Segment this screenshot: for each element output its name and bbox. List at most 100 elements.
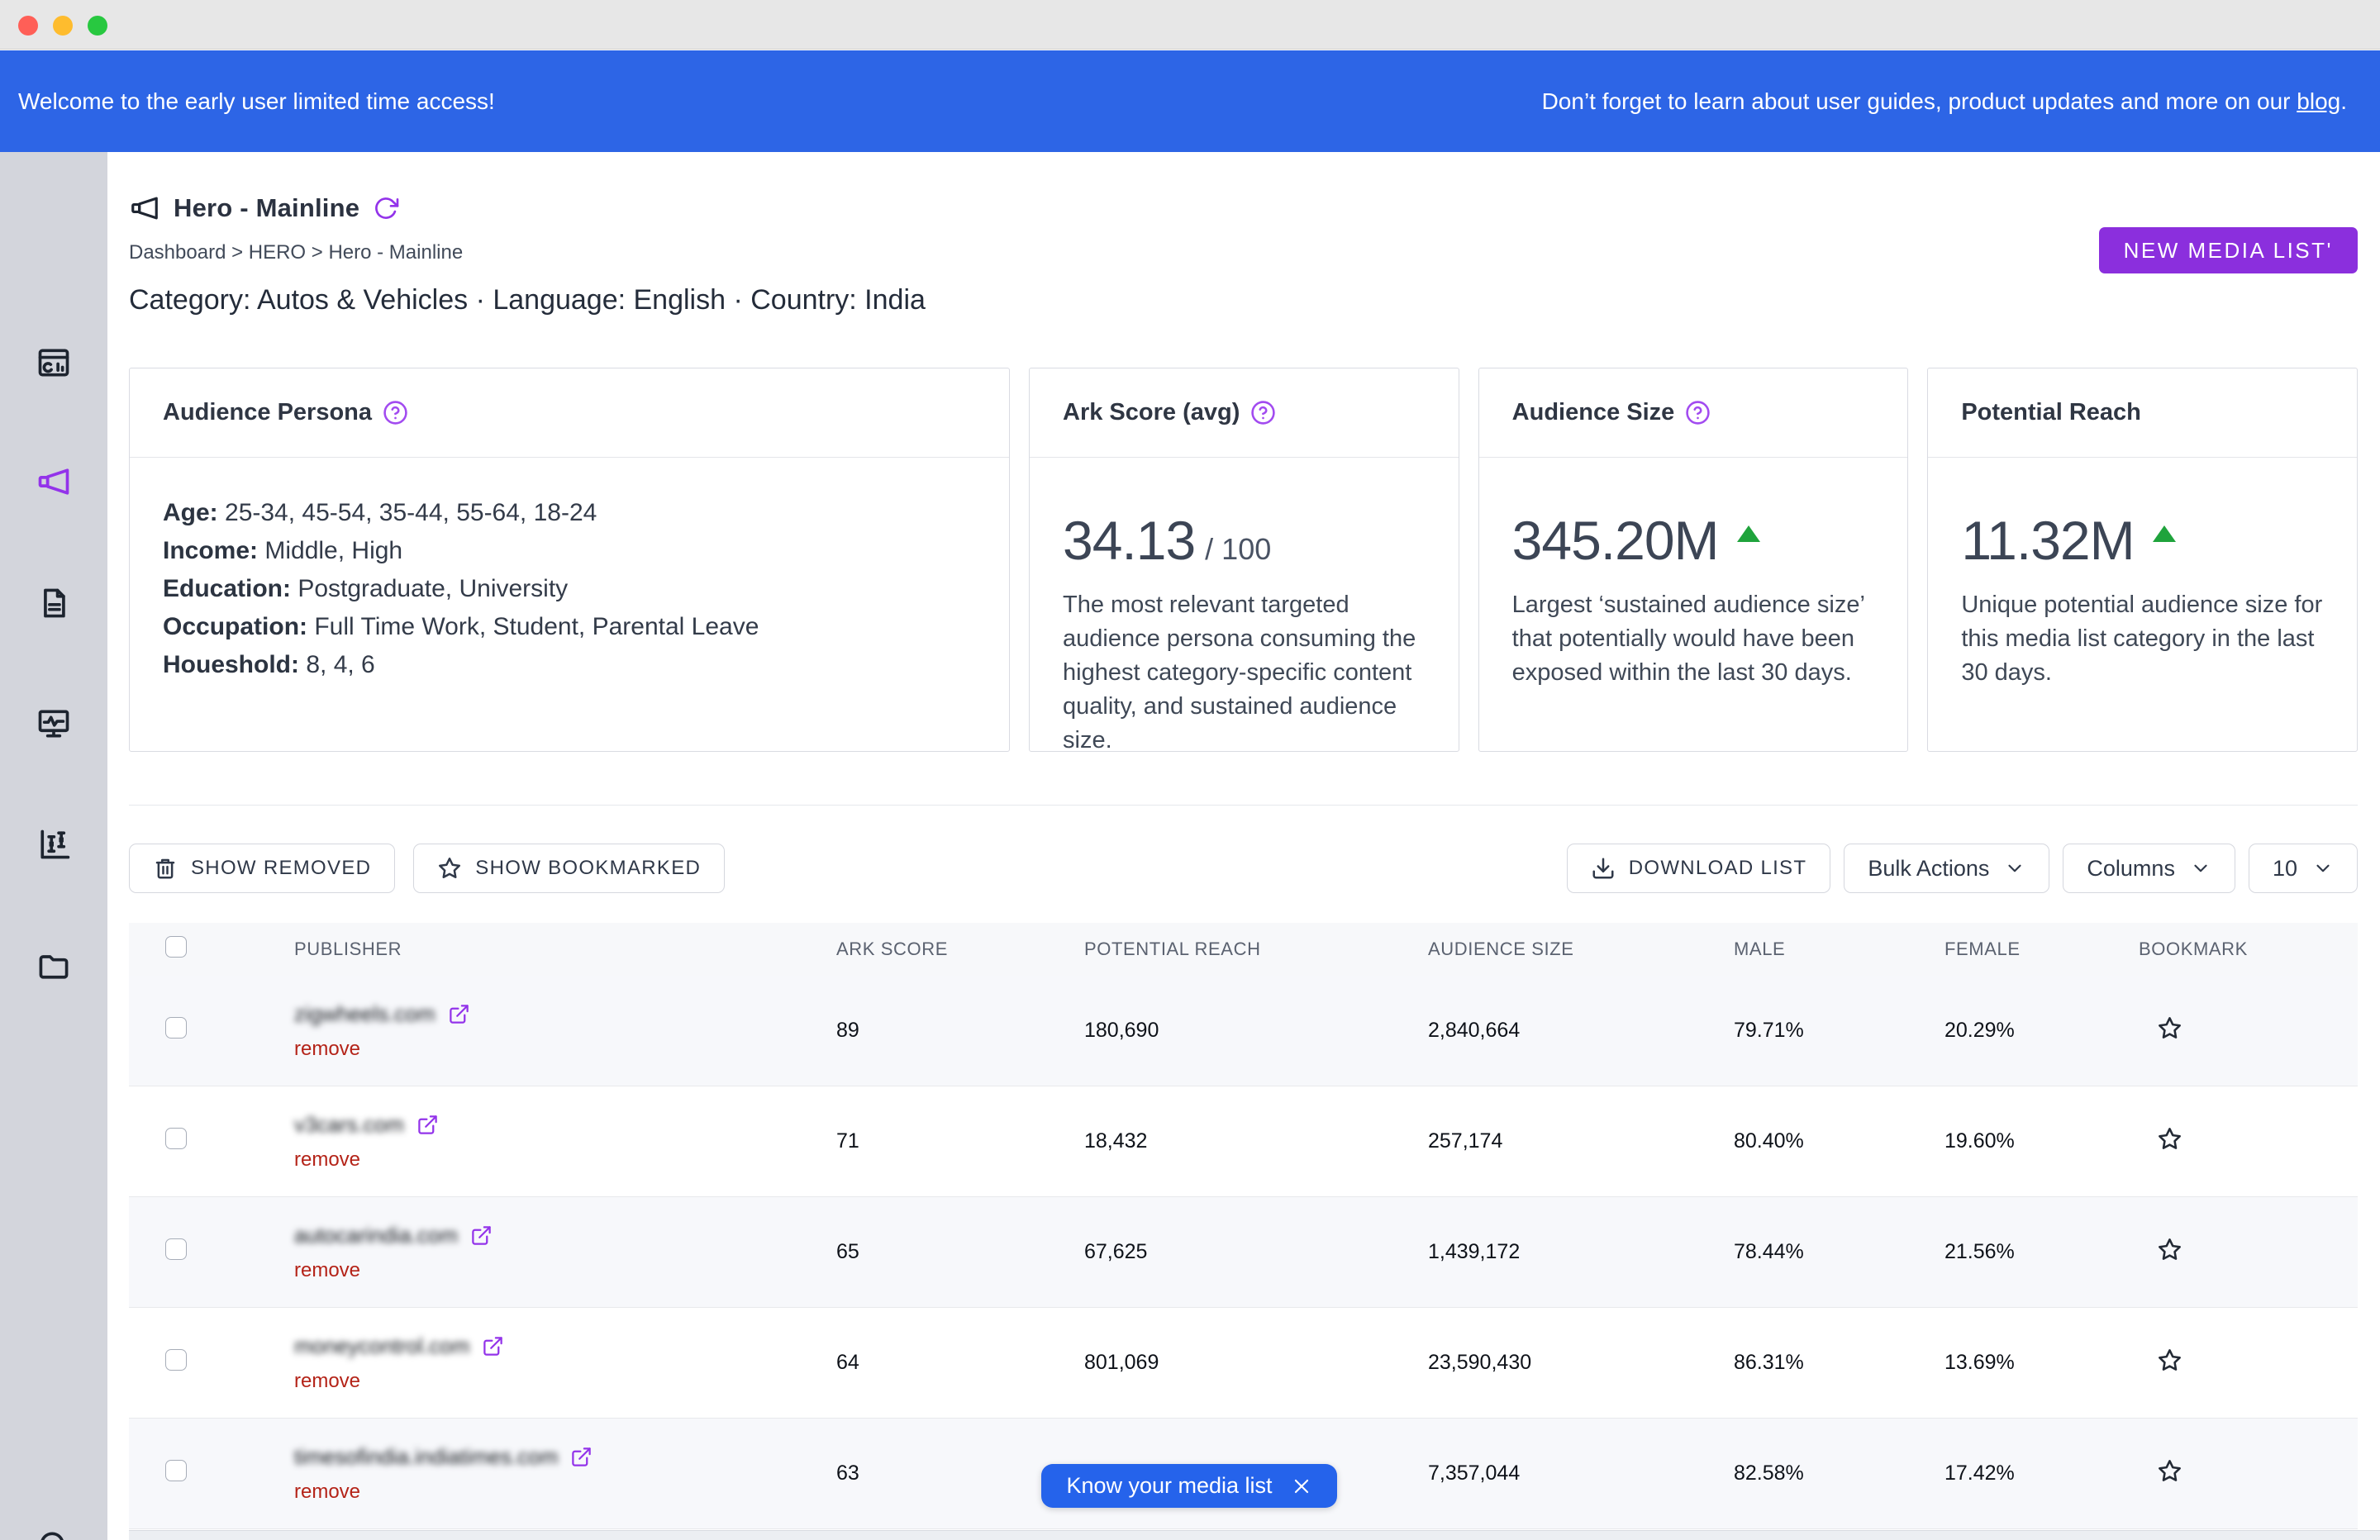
download-icon: [1591, 856, 1616, 881]
external-link-icon[interactable]: [448, 1003, 470, 1025]
page-size-label: 10: [2273, 856, 2297, 882]
remove-link[interactable]: remove: [294, 1038, 836, 1061]
minimize-window-button[interactable]: [53, 16, 73, 36]
table-header-row: PUBLISHER ARK SCORE POTENTIAL REACH AUDI…: [129, 923, 2358, 976]
blog-link[interactable]: blog: [2297, 88, 2340, 114]
ark-score-description: The most relevant targeted audience pers…: [1063, 588, 1426, 758]
publisher-name[interactable]: v3cars.com: [294, 1112, 404, 1138]
download-list-button[interactable]: DOWNLOAD LIST: [1567, 844, 1831, 893]
publisher-name[interactable]: autocarindia.com: [294, 1223, 458, 1248]
cell-potential-reach: 67,625: [1084, 1240, 1428, 1264]
potential-reach-value: 11.32M: [1961, 509, 2134, 572]
bookmark-star-icon[interactable]: [2157, 1348, 2182, 1373]
document-icon[interactable]: [36, 585, 72, 621]
row-checkbox[interactable]: [165, 1460, 187, 1481]
bookmark-star-icon[interactable]: [2157, 1126, 2182, 1152]
cell-male: 79.71%: [1734, 1019, 1944, 1043]
refresh-icon[interactable]: [373, 195, 399, 221]
persona-education: Education: Postgraduate, University: [163, 570, 976, 608]
col-potential-reach[interactable]: POTENTIAL REACH: [1084, 939, 1428, 960]
folder-icon[interactable]: [36, 948, 72, 984]
app-window: Welcome to the early user limited time a…: [0, 0, 2380, 1540]
col-bookmark[interactable]: BOOKMARK: [2139, 939, 2358, 960]
external-link-icon[interactable]: [470, 1224, 493, 1247]
help-icon[interactable]: [1685, 400, 1711, 425]
cell-female: 20.29%: [1944, 1019, 2139, 1043]
sidebar: [0, 152, 107, 1540]
publisher-name[interactable]: moneycontrol.com: [294, 1333, 469, 1359]
bookmark-star-icon[interactable]: [2157, 1458, 2182, 1484]
col-audience-size[interactable]: AUDIENCE SIZE: [1428, 939, 1734, 960]
dashboard-icon[interactable]: [36, 345, 72, 381]
persona-age-label: Age:: [163, 499, 218, 526]
publisher-name[interactable]: timesofindia.indiatimes.com: [294, 1444, 558, 1470]
close-window-button[interactable]: [18, 16, 38, 36]
cell-female: 19.60%: [1944, 1129, 2139, 1153]
help-icon[interactable]: [1250, 400, 1276, 425]
search-icon[interactable]: [36, 1528, 72, 1540]
macos-titlebar: [0, 0, 2380, 50]
cell-audience-size: 23,590,430: [1428, 1351, 1734, 1375]
col-publisher[interactable]: PUBLISHER: [294, 939, 836, 960]
card-title: Potential Reach: [1961, 399, 2141, 426]
external-link-icon[interactable]: [416, 1114, 439, 1136]
show-removed-button[interactable]: SHOW REMOVED: [129, 844, 395, 893]
monitoring-icon[interactable]: [36, 706, 72, 742]
persona-household: Houeshold: 8, 4, 6: [163, 646, 976, 684]
chevron-down-icon: [2312, 858, 2334, 879]
potential-reach-description: Unique potential audience size for this …: [1961, 588, 2324, 690]
persona-age-value: 25-34, 45-54, 35-44, 55-64, 18-24: [218, 499, 597, 526]
table-row: autocarindia.com remove 65 67,625 1,439,…: [129, 1197, 2358, 1308]
remove-link[interactable]: remove: [294, 1259, 836, 1282]
analytics-boxplot-icon[interactable]: [36, 826, 72, 863]
page-header: Hero - Mainline: [129, 187, 2358, 230]
publisher-name[interactable]: zigwheels.com: [294, 1001, 436, 1027]
banner-info-prefix: Don’t forget to learn about user guides,…: [1542, 88, 2297, 114]
cell-audience-size: 1,439,172: [1428, 1240, 1734, 1264]
chevron-down-icon: [2004, 858, 2025, 879]
col-ark-score[interactable]: ARK SCORE: [836, 939, 1084, 960]
bulk-actions-dropdown[interactable]: Bulk Actions: [1844, 844, 2049, 893]
remove-link[interactable]: remove: [294, 1370, 836, 1393]
banner-welcome-text: Welcome to the early user limited time a…: [18, 88, 495, 115]
persona-education-value: Postgraduate, University: [291, 575, 568, 602]
remove-link[interactable]: remove: [294, 1148, 836, 1172]
row-checkbox[interactable]: [165, 1349, 187, 1371]
bookmark-star-icon[interactable]: [2157, 1015, 2182, 1041]
page-size-dropdown[interactable]: 10: [2249, 844, 2358, 893]
show-bookmarked-label: SHOW BOOKMARKED: [475, 857, 701, 880]
media-lists-icon[interactable]: [36, 463, 72, 500]
breadcrumb[interactable]: Dashboard > HERO > Hero - Mainline: [129, 241, 2358, 264]
help-icon[interactable]: [383, 400, 408, 425]
cell-male: 82.58%: [1734, 1462, 1944, 1485]
external-link-icon[interactable]: [482, 1335, 504, 1357]
page-title: Hero - Mainline: [174, 193, 359, 223]
ark-score-card: Ark Score (avg) 34.13 / 100 The most rel…: [1029, 368, 1459, 752]
persona-age: Age: 25-34, 45-54, 35-44, 55-64, 18-24: [163, 494, 976, 532]
col-male[interactable]: MALE: [1734, 939, 1944, 960]
announcement-banner: Welcome to the early user limited time a…: [0, 50, 2380, 152]
audience-size-card: Audience Size 345.20M Largest ‘sustained…: [1478, 368, 1909, 752]
megaphone-icon: [129, 192, 160, 224]
persona-occupation-label: Occupation:: [163, 613, 307, 640]
cell-female: 21.56%: [1944, 1240, 2139, 1264]
close-icon[interactable]: [1291, 1476, 1312, 1497]
cell-ark-score: 71: [836, 1129, 1084, 1153]
row-checkbox[interactable]: [165, 1238, 187, 1260]
fullscreen-window-button[interactable]: [88, 16, 107, 36]
row-checkbox[interactable]: [165, 1128, 187, 1149]
external-link-icon[interactable]: [570, 1446, 593, 1468]
banner-info-text: Don’t forget to learn about user guides,…: [1542, 88, 2347, 115]
bookmark-star-icon[interactable]: [2157, 1237, 2182, 1262]
section-divider: [129, 805, 2358, 806]
cell-male: 78.44%: [1734, 1240, 1944, 1264]
columns-dropdown[interactable]: Columns: [2063, 844, 2235, 893]
new-media-list-button[interactable]: NEW MEDIA LIST': [2099, 227, 2358, 273]
cell-potential-reach: 801,069: [1084, 1351, 1428, 1375]
show-bookmarked-button[interactable]: SHOW BOOKMARKED: [413, 844, 725, 893]
know-your-media-list-tooltip[interactable]: Know your media list: [1041, 1464, 1337, 1508]
row-checkbox[interactable]: [165, 1017, 187, 1039]
col-female[interactable]: FEMALE: [1944, 939, 2139, 960]
select-all-checkbox[interactable]: [165, 936, 187, 958]
remove-link[interactable]: remove: [294, 1481, 836, 1504]
